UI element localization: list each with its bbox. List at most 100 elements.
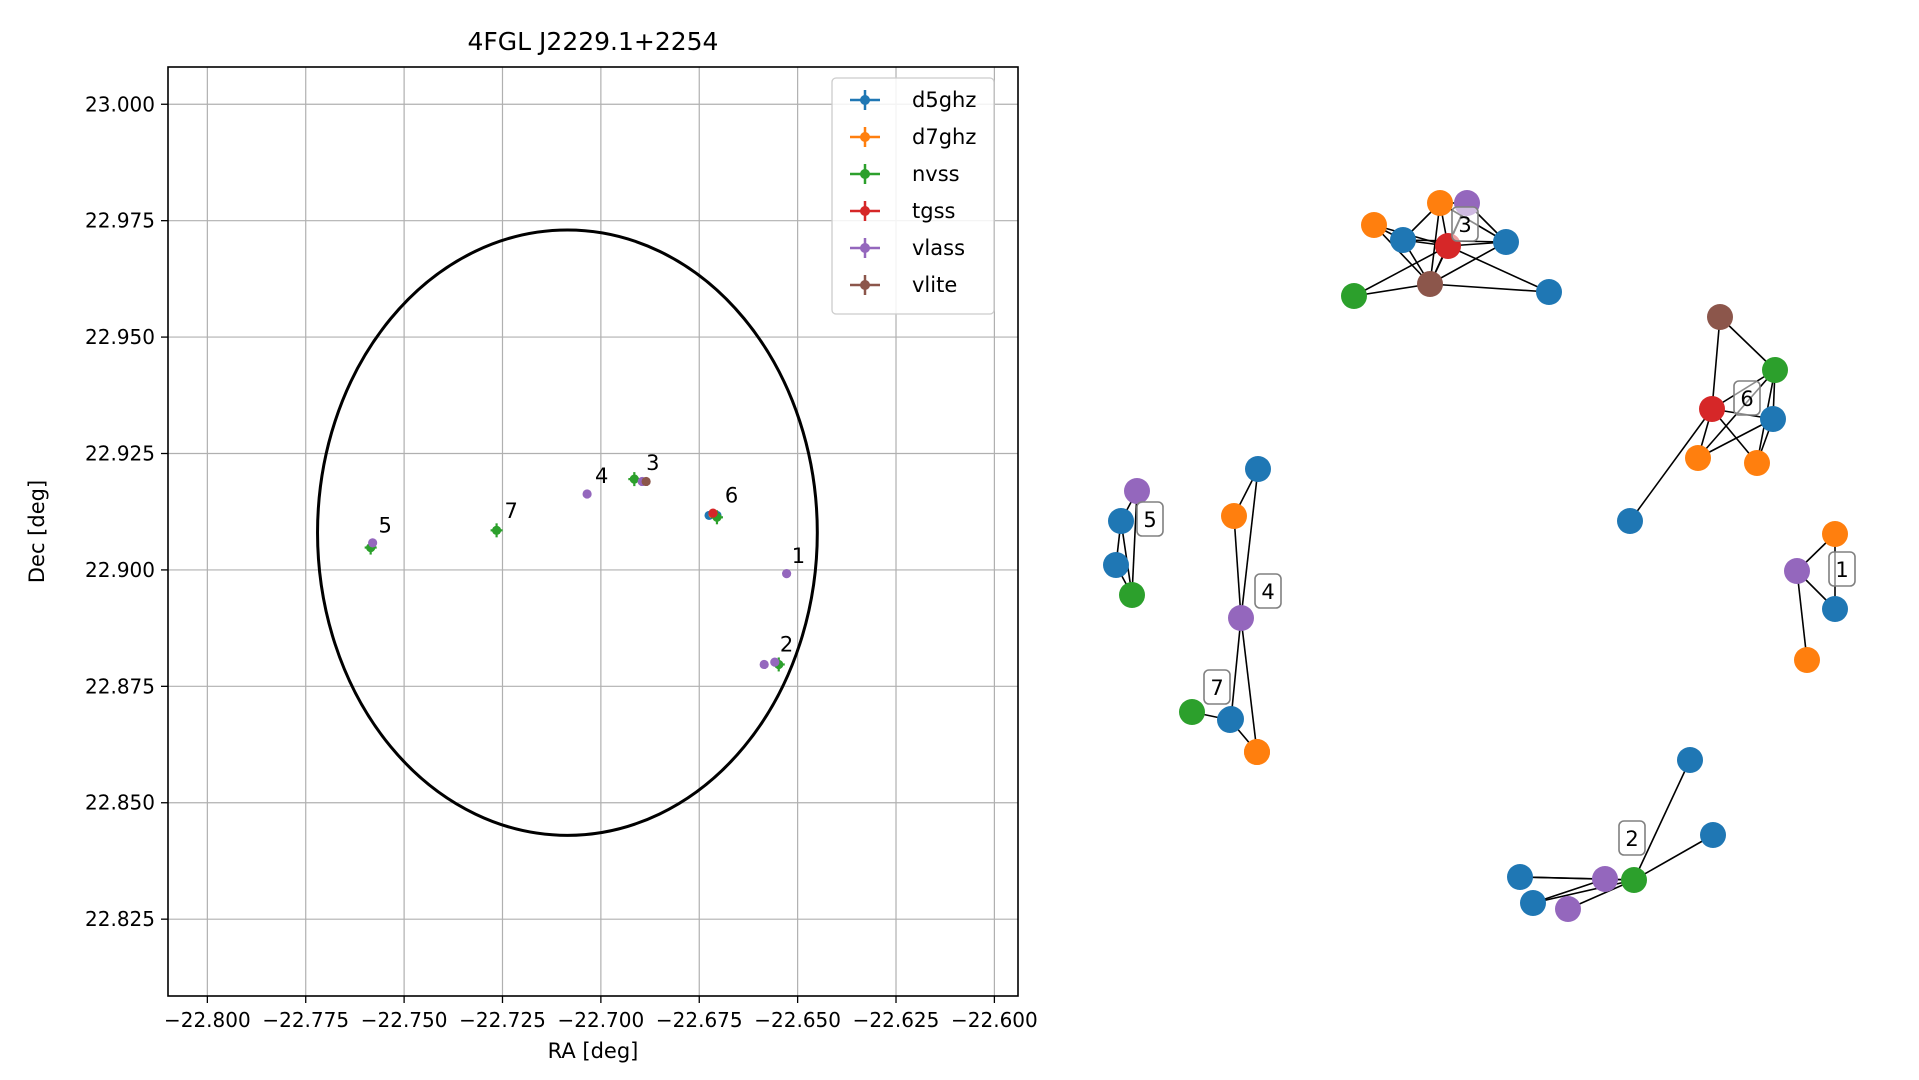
nvss-point	[490, 523, 503, 538]
graph-edge	[1796, 570, 1808, 661]
graph-edge	[1429, 202, 1441, 285]
graph-edge	[1240, 617, 1258, 753]
group-label-text: 2	[1625, 827, 1638, 851]
point-label: 5	[379, 514, 392, 538]
vlass-point	[582, 489, 592, 499]
point-label: 7	[504, 499, 517, 523]
group-label: 7	[1203, 669, 1231, 705]
graph-edge	[1230, 617, 1242, 720]
graph-edge	[1697, 418, 1774, 459]
graph-edge	[1519, 876, 1606, 880]
legend: d5ghz d7ghz nvss tgss vlass vlite	[831, 77, 995, 315]
nvss-node	[1621, 867, 1647, 893]
data-points	[364, 472, 792, 672]
x-tick-label: −22.700	[557, 1008, 644, 1032]
x-tick-label: −22.600	[951, 1008, 1038, 1032]
axes-frame	[167, 66, 1019, 997]
nvss-node	[1762, 357, 1788, 383]
x-tick-label: −22.625	[853, 1008, 940, 1032]
d7ghz-node	[1361, 212, 1387, 238]
x-tick-label: −22.775	[262, 1008, 349, 1032]
d5ghz-node	[1507, 864, 1533, 890]
uncertainty-ellipse	[316, 228, 819, 837]
vlite-node	[1707, 304, 1733, 330]
graph-edge	[1373, 224, 1431, 285]
d7ghz-node	[1794, 647, 1820, 673]
y-tick-label: 22.825	[85, 907, 155, 931]
d5ghz-node	[1520, 890, 1546, 916]
d7ghz-node	[1744, 450, 1770, 476]
chart-title: 4FGL J2229.1+2254	[468, 27, 719, 56]
group-label-text: 6	[1740, 387, 1753, 411]
group-label: 1	[1828, 551, 1856, 587]
x-tick-label: −22.800	[164, 1008, 251, 1032]
point-labels: 1 2 3 4 5 6 7	[379, 451, 806, 657]
x-axis-label: RA [deg]	[548, 1039, 639, 1063]
y-axis-label: Dec [deg]	[25, 480, 49, 583]
legend-item: tgss	[850, 199, 955, 223]
legend-label: d7ghz	[912, 125, 976, 149]
d5ghz-node	[1108, 508, 1134, 534]
vlass-node	[1784, 558, 1810, 584]
legend-label: nvss	[912, 162, 960, 186]
scatter-plot: −22.800 −22.775 −22.750 −22.725 −22.700 −22.6…	[25, 27, 1038, 1063]
vlass-node	[1228, 605, 1254, 631]
x-tick-label: −22.650	[754, 1008, 841, 1032]
d7ghz-node	[1221, 503, 1247, 529]
d7ghz-node	[1685, 445, 1711, 471]
group-label-text: 3	[1458, 213, 1471, 237]
vlass-point	[782, 569, 792, 579]
vlass-point	[759, 659, 769, 670]
d5ghz-node	[1822, 596, 1848, 622]
vlass-node	[1592, 866, 1618, 892]
vlass-point	[770, 657, 780, 667]
graph-edge	[1532, 879, 1635, 904]
d5ghz-node	[1760, 406, 1786, 432]
nvss-node	[1179, 699, 1205, 725]
vlass-node	[1555, 896, 1581, 922]
y-axis-ticks: 22.825 22.850 22.875 22.900 22.925 22.950 22.9…	[85, 92, 168, 931]
point-label: 3	[646, 451, 659, 475]
legend-label: tgss	[912, 199, 955, 223]
graph-edge	[1429, 283, 1550, 293]
y-tick-label: 22.950	[85, 325, 155, 349]
y-tick-label: 22.850	[85, 791, 155, 815]
group-label-text: 1	[1835, 558, 1848, 582]
legend-item: d5ghz	[850, 88, 976, 112]
legend-item: d7ghz	[850, 125, 976, 149]
point-label: 2	[780, 632, 793, 656]
d5ghz-node	[1700, 822, 1726, 848]
tgss-point	[708, 508, 718, 518]
group-label-text: 4	[1261, 580, 1274, 604]
graph-edge	[1429, 241, 1507, 285]
y-tick-label: 22.975	[85, 209, 155, 233]
network-graph: 1 2 3 4 5 6 7	[1103, 190, 1856, 922]
group-label: 4	[1254, 573, 1282, 609]
x-tick-label: −22.750	[361, 1008, 448, 1032]
group-label: 5	[1136, 501, 1164, 537]
legend-item: nvss	[850, 162, 960, 186]
graph-edge	[1711, 316, 1721, 410]
nvss-node	[1119, 582, 1145, 608]
legend-label: vlass	[912, 236, 965, 260]
graph-group-labels: 1 2 3 4 5 6 7	[1136, 206, 1856, 856]
point-label: 6	[725, 483, 738, 507]
d7ghz-node	[1427, 190, 1453, 216]
y-tick-label: 22.900	[85, 558, 155, 582]
legend-item: vlite	[850, 273, 957, 297]
point-label: 4	[595, 464, 608, 488]
nvss-node	[1341, 283, 1367, 309]
group-label: 6	[1733, 380, 1761, 416]
y-tick-label: 22.925	[85, 442, 155, 466]
error-ellipse	[316, 228, 819, 837]
legend-label: d5ghz	[912, 88, 976, 112]
graph-edge	[1633, 834, 1714, 881]
d5ghz-node	[1103, 552, 1129, 578]
group-label-text: 7	[1210, 676, 1223, 700]
vlass-node	[1124, 478, 1150, 504]
vlite-point	[641, 476, 651, 487]
graph-edge	[1233, 515, 1242, 619]
graph-edge	[1633, 759, 1691, 881]
graph-edge	[1131, 490, 1138, 596]
tgss-node	[1699, 396, 1725, 422]
